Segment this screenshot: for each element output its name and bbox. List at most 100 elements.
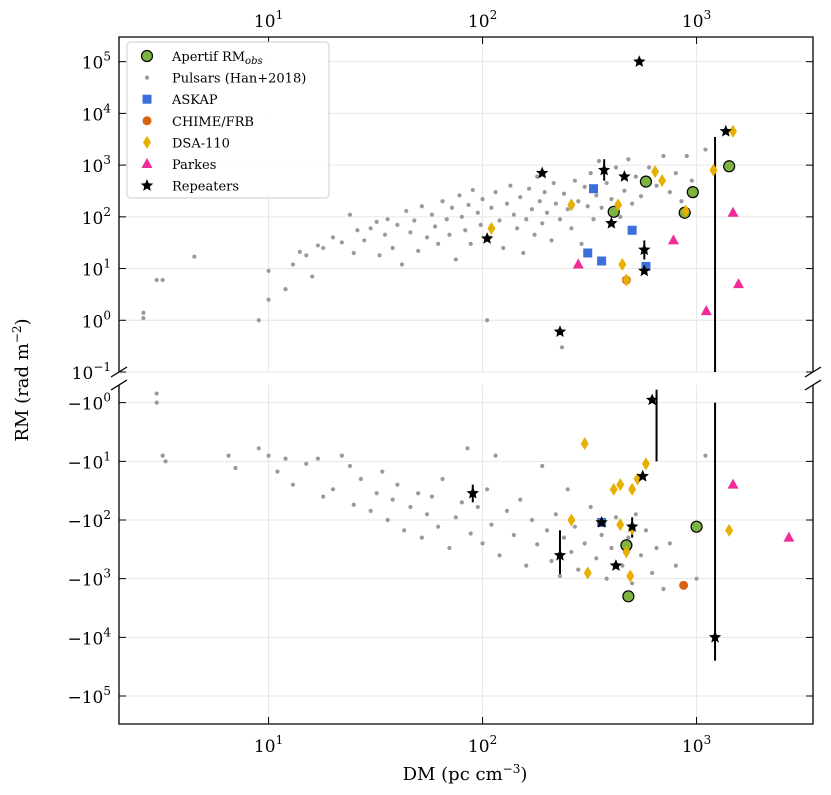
pulsar-point: [515, 226, 520, 231]
apertif-point: [686, 186, 699, 199]
legend-label: Repeaters: [172, 180, 239, 195]
pulsar-point: [518, 497, 523, 502]
pulsar-point: [588, 504, 593, 510]
pulsar-point: [402, 528, 407, 533]
legend-label: Pulsars (Han+2018): [172, 72, 306, 87]
x-axis-label: DM (pc cm−3): [403, 762, 528, 785]
pulsar-point: [436, 241, 441, 246]
pulsar-point: [321, 494, 326, 499]
dsa110-point: [628, 482, 637, 496]
y-tick-label: 100: [82, 308, 111, 332]
pulsar-point: [358, 476, 363, 482]
pulsar-point: [565, 487, 570, 492]
pulsar-point: [569, 549, 574, 555]
pulsar-point: [480, 541, 485, 546]
pulsar-point: [485, 318, 490, 323]
top-panel-frame: [118, 36, 814, 372]
parkes-point: [700, 305, 712, 316]
pulsar-point: [521, 250, 526, 256]
y-tick-label: 102: [82, 205, 111, 229]
pulsar-point: [540, 221, 545, 226]
pulsar-point: [654, 545, 659, 551]
pulsar-point: [390, 497, 395, 502]
pulsar-point: [561, 535, 567, 540]
pulsar-point: [290, 262, 296, 267]
pulsar-point: [470, 187, 475, 193]
pulsar-point: [673, 563, 678, 568]
data-points: [141, 55, 795, 643]
pulsar-point: [532, 232, 537, 237]
dsa110-point: [725, 523, 734, 537]
pulsar-point: [444, 217, 449, 222]
bottom-panel-frame: [118, 385, 814, 725]
pulsar-point: [638, 194, 644, 199]
pulsar-point: [630, 201, 635, 206]
pulsar-point: [493, 453, 498, 458]
pulsar-point: [377, 253, 382, 258]
pulsar-point: [504, 508, 510, 514]
dsa110-point: [614, 198, 623, 212]
dsa110-point: [709, 163, 718, 177]
askap-point: [627, 225, 637, 235]
pulsar-point: [620, 563, 625, 568]
pulsar-point: [544, 528, 550, 533]
pulsar-point: [266, 453, 271, 458]
askap-point: [641, 261, 651, 271]
legend-marker: [140, 49, 154, 63]
axes-frame: [110, 36, 822, 725]
pulsar-point: [508, 183, 513, 188]
pulsar-point: [591, 217, 596, 222]
pulsar-point: [330, 487, 336, 492]
pulsar-point: [694, 576, 699, 581]
pulsar-point: [654, 183, 659, 188]
legend-label: DSA-110: [172, 136, 230, 151]
repeater-point: [536, 166, 549, 179]
pulsar-point: [330, 235, 336, 240]
pulsar-point: [604, 576, 609, 581]
pulsar-point: [480, 197, 485, 202]
pulsar-point: [553, 201, 558, 206]
pulsar-point: [447, 545, 452, 551]
repeater-point: [480, 232, 494, 244]
pulsar-point: [518, 195, 523, 200]
pulsar-point: [408, 504, 413, 510]
pulsar-point: [489, 522, 494, 527]
parkes-point: [783, 531, 795, 542]
pulsar-point: [511, 532, 516, 538]
pulsar-point: [315, 243, 320, 248]
pulsar-point: [304, 461, 309, 466]
axis-break-mark: [804, 379, 822, 391]
pulsar-point: [689, 178, 694, 183]
pulsar-point: [542, 190, 547, 195]
parkes-point: [572, 258, 584, 269]
dsa110-point: [618, 257, 627, 271]
pulsar-point: [585, 204, 590, 209]
legend-label: ASKAP: [171, 93, 218, 108]
pulsar-point: [524, 217, 529, 222]
error-bars: [471, 136, 717, 661]
pulsar-point: [339, 453, 344, 458]
pulsar-point: [453, 515, 458, 520]
pulsar-point: [511, 212, 516, 217]
y-tick-label: 105: [82, 50, 111, 74]
pulsar-point: [416, 491, 421, 496]
pulsar-point: [599, 532, 604, 538]
pulsar-point: [561, 191, 567, 196]
pulsar-point: [385, 217, 390, 222]
pulsar-point: [529, 517, 534, 523]
repeater-point: [638, 243, 651, 256]
pulsar-point: [374, 491, 379, 496]
pulsar-point: [478, 222, 483, 227]
pulsar-point: [468, 531, 473, 536]
pulsar-point: [661, 586, 666, 592]
legend-box: [126, 41, 330, 199]
gridlines: [119, 37, 813, 724]
pulsar-point: [154, 391, 159, 396]
x-tick-label-top: 101: [254, 8, 283, 32]
pulsar-point: [497, 553, 502, 558]
dsa110-point: [609, 482, 618, 496]
pulsar-point: [559, 345, 565, 350]
pulsar-point: [466, 202, 471, 208]
pulsar-point: [667, 190, 672, 195]
x-tick-label: 102: [468, 733, 497, 757]
